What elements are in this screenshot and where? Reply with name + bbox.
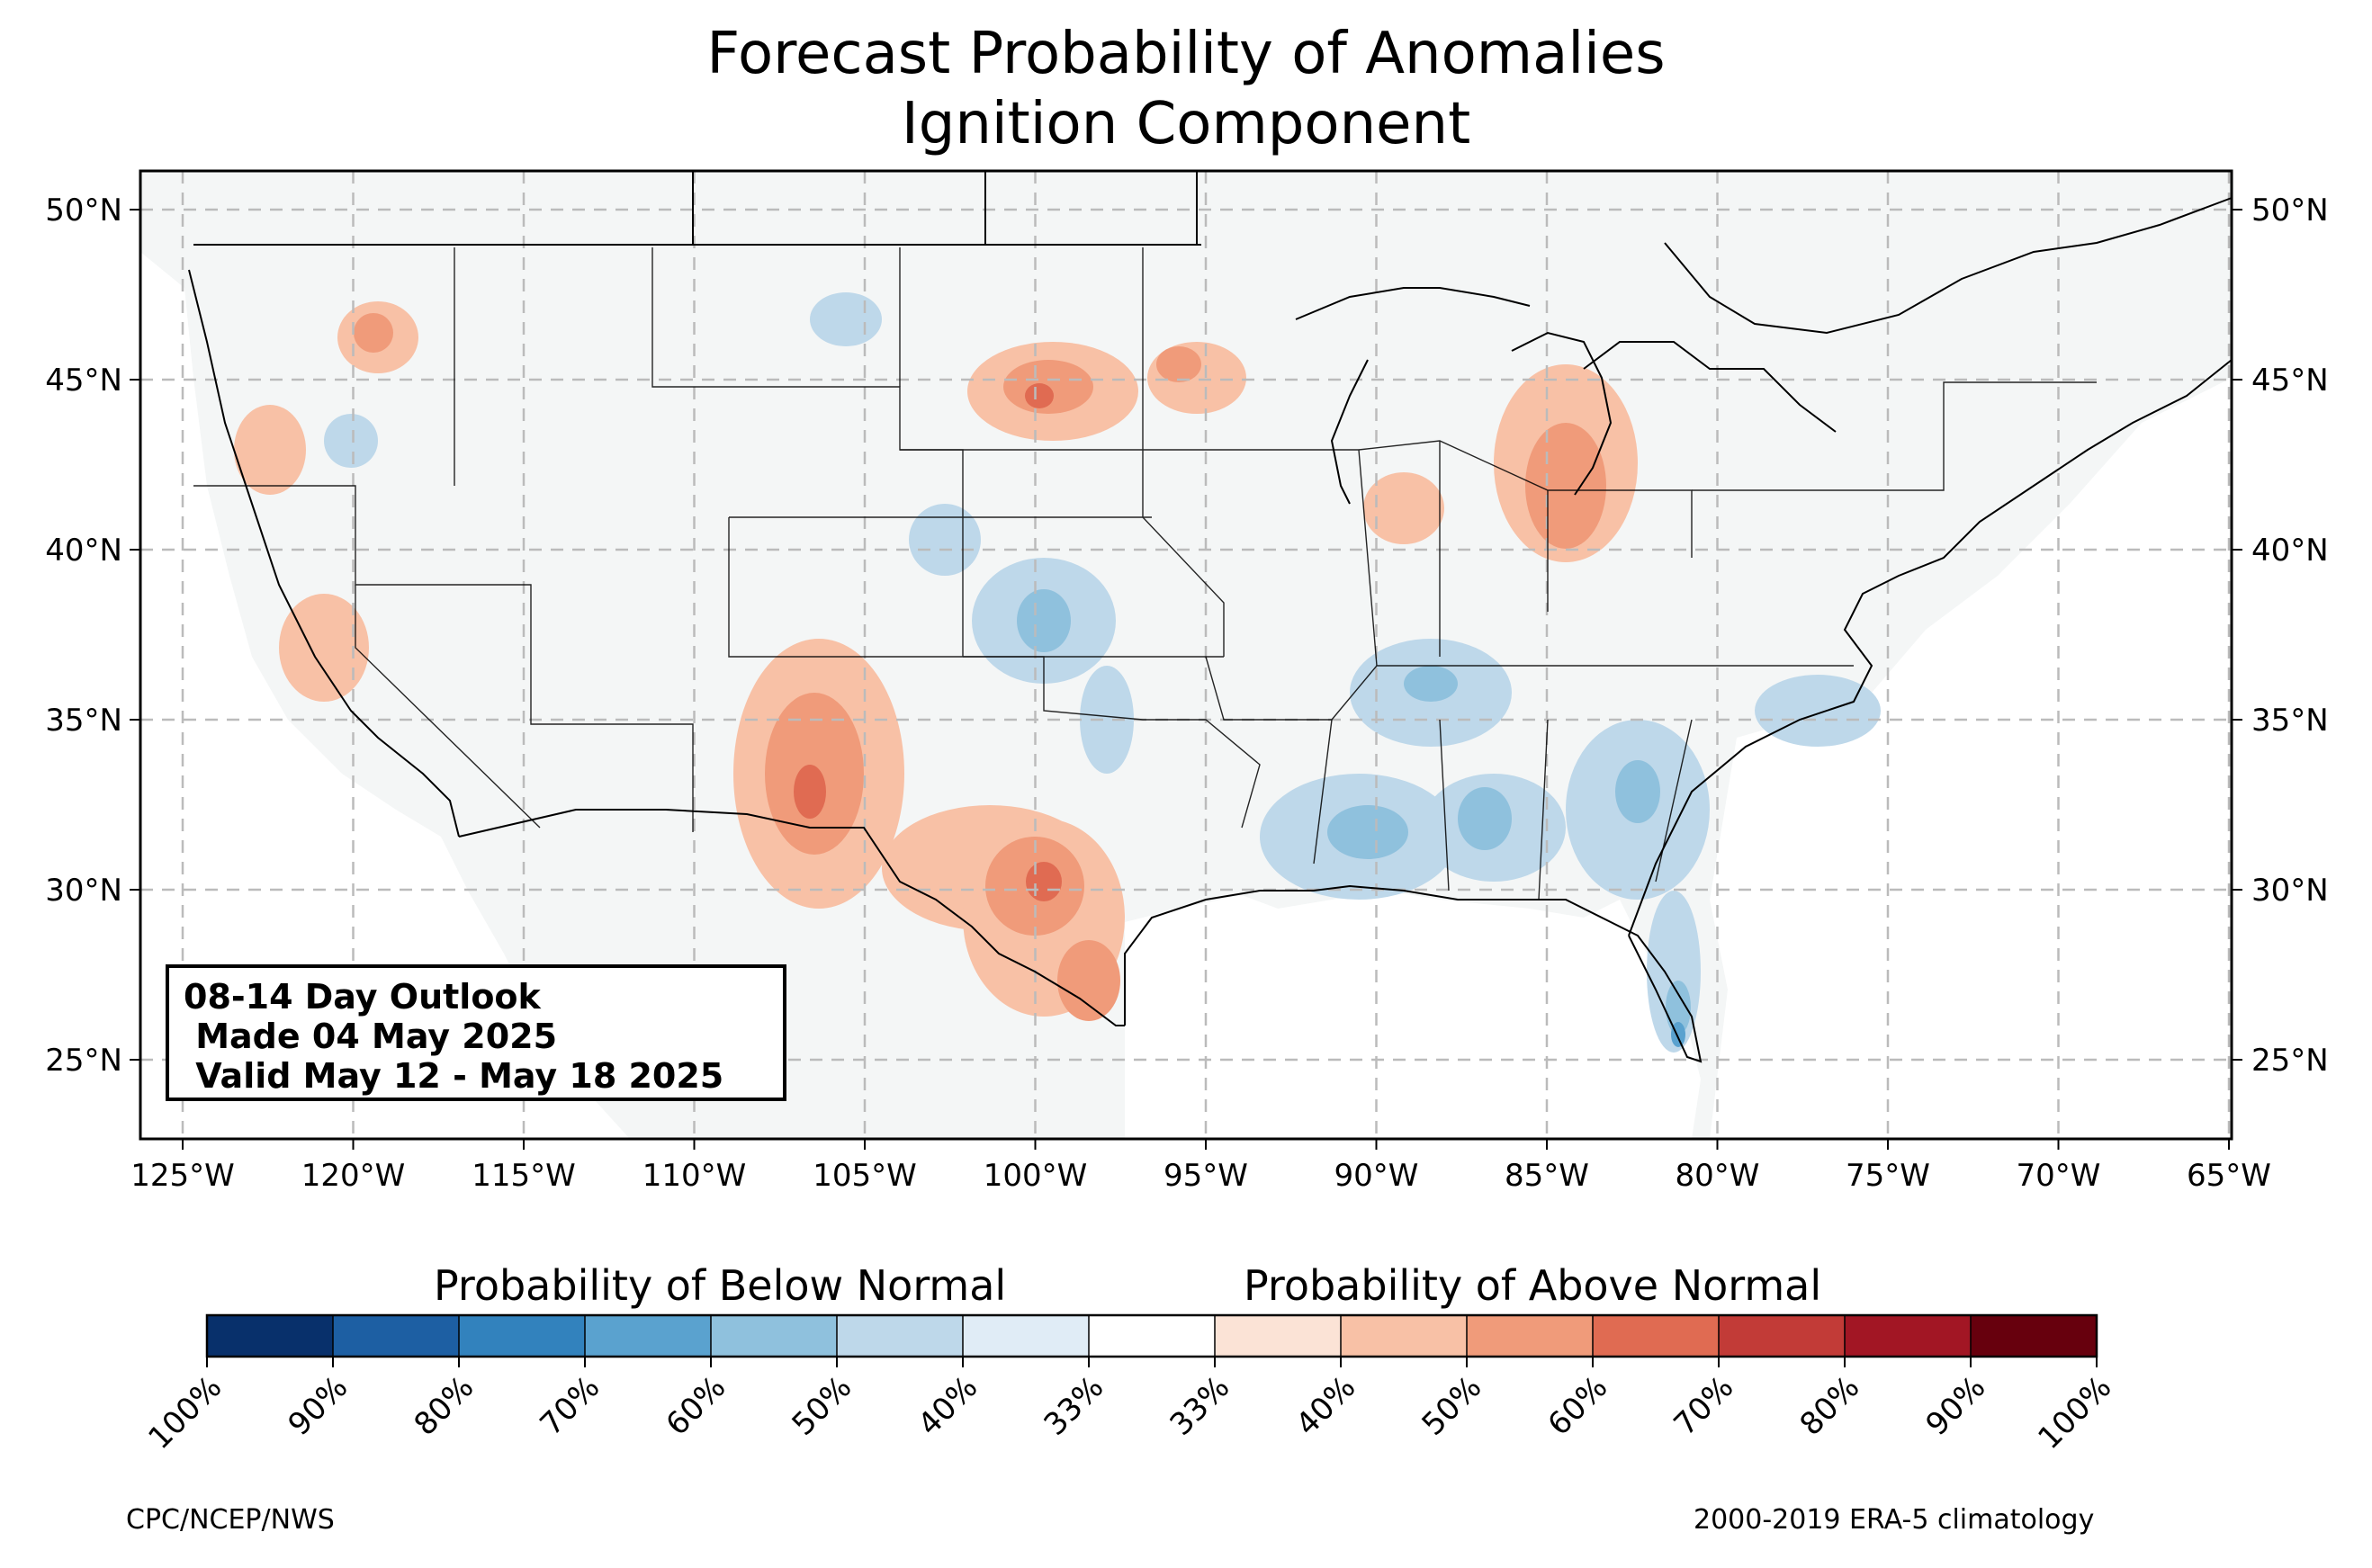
map-title-line-2: Ignition Component <box>901 91 1471 157</box>
colorbar-above-label: Probability of Above Normal <box>1244 1261 1822 1310</box>
colorbar-tick-label: 80% <box>408 1369 481 1443</box>
lon-tick-label: 125°W <box>130 1158 235 1194</box>
axis-ticks: 125°W 120°W 115°W 110°W 105°W 100°W 95°W 90°W 85… <box>45 193 2328 1194</box>
colorbar-swatch <box>1215 1315 1342 1357</box>
lat-tick-label-right: 35°N <box>2251 703 2329 739</box>
colorbar-tick-label: 33% <box>1038 1369 1111 1443</box>
lon-tick-label: 115°W <box>472 1158 576 1194</box>
colorbar-swatch <box>1089 1315 1216 1357</box>
colorbar-swatch <box>1593 1315 1720 1357</box>
lon-tick-label: 65°W <box>2187 1158 2271 1194</box>
outlook-made-date: Made 04 May 2025 <box>184 1017 558 1056</box>
colorbar-tick-label: 100% <box>2031 1369 2118 1456</box>
lat-tick-label-left: 50°N <box>45 193 122 228</box>
lon-tick-label: 120°W <box>301 1158 406 1194</box>
outlook-info-box: 08-14 Day Outlook Made 04 May 2025 Valid… <box>166 964 786 1101</box>
colorbar-tick-label: 70% <box>534 1369 607 1443</box>
colorbar-tick-label: 60% <box>1541 1369 1615 1443</box>
colorbar-tick-label: 40% <box>1289 1369 1363 1443</box>
lon-tick-label: 105°W <box>813 1158 917 1194</box>
lat-tick-label-left: 30°N <box>45 873 122 909</box>
colorbar-swatch <box>1719 1315 1846 1357</box>
lon-tick-label: 85°W <box>1505 1158 1589 1194</box>
lon-tick-label: 95°W <box>1164 1158 1248 1194</box>
colorbar-below-label: Probability of Below Normal <box>434 1261 1007 1310</box>
colorbar-swatch <box>1341 1315 1468 1357</box>
colorbar-tick-label: 80% <box>1793 1369 1867 1443</box>
colorbar-tick-label: 70% <box>1667 1369 1741 1443</box>
lat-tick-label-right: 45°N <box>2251 363 2329 399</box>
colorbar-tick-label: 50% <box>1415 1369 1489 1443</box>
colorbar-tick-label: 50% <box>786 1369 859 1443</box>
colorbar-swatch <box>459 1315 586 1357</box>
colorbar-tick-label: 40% <box>912 1369 985 1443</box>
colorbar-swatch <box>585 1315 712 1357</box>
outlook-valid-range: Valid May 12 - May 18 2025 <box>184 1056 724 1096</box>
colorbar-tick-label: 60% <box>660 1369 733 1443</box>
colorbar-swatch <box>837 1315 964 1357</box>
lat-tick-label-left: 40°N <box>45 533 122 569</box>
outlook-period: 08-14 Day Outlook <box>184 977 541 1017</box>
coastlines-and-borders <box>188 171 2233 1063</box>
lat-tick-label-right: 30°N <box>2251 873 2329 909</box>
footer-climatology: 2000-2019 ERA-5 climatology <box>1694 1504 2095 1536</box>
state-borders <box>193 247 2097 900</box>
colorbar-swatch <box>207 1315 334 1357</box>
colorbar-frame <box>205 1313 2098 1358</box>
lat-tick-label-left: 35°N <box>45 703 122 739</box>
colorbar-swatch <box>1845 1315 1972 1357</box>
lon-tick-label: 75°W <box>1846 1158 1930 1194</box>
lat-tick-label-right: 50°N <box>2251 193 2329 228</box>
lon-tick-label: 110°W <box>642 1158 747 1194</box>
colorbar-swatch <box>1971 1315 2098 1357</box>
lon-tick-label: 100°W <box>984 1158 1088 1194</box>
map-frame <box>139 169 2233 1141</box>
footer-source: CPC/NCEP/NWS <box>126 1504 335 1536</box>
lat-tick-label-right: 40°N <box>2251 533 2329 569</box>
colorbar-tick-label: 90% <box>1919 1369 1993 1443</box>
colorbar-tick-label: 90% <box>282 1369 355 1443</box>
lon-tick-label: 90°W <box>1334 1158 1419 1194</box>
colorbar-tick-label: 33% <box>1164 1369 1237 1443</box>
lon-tick-label: 70°W <box>2017 1158 2101 1194</box>
colorbar-tick-label: 100% <box>141 1369 229 1456</box>
lat-tick-label-right: 25°N <box>2251 1043 2329 1079</box>
colorbar-swatch <box>333 1315 460 1357</box>
lon-tick-label: 80°W <box>1676 1158 1760 1194</box>
colorbar-swatch <box>711 1315 838 1357</box>
lat-tick-label-left: 25°N <box>45 1043 122 1079</box>
colorbar-swatch <box>1467 1315 1594 1357</box>
map-title-line-1: Forecast Probability of Anomalies <box>706 21 1666 87</box>
colorbar-swatch <box>963 1315 1090 1357</box>
anomaly-shading <box>140 252 2232 1139</box>
lat-tick-label-left: 45°N <box>45 363 122 399</box>
